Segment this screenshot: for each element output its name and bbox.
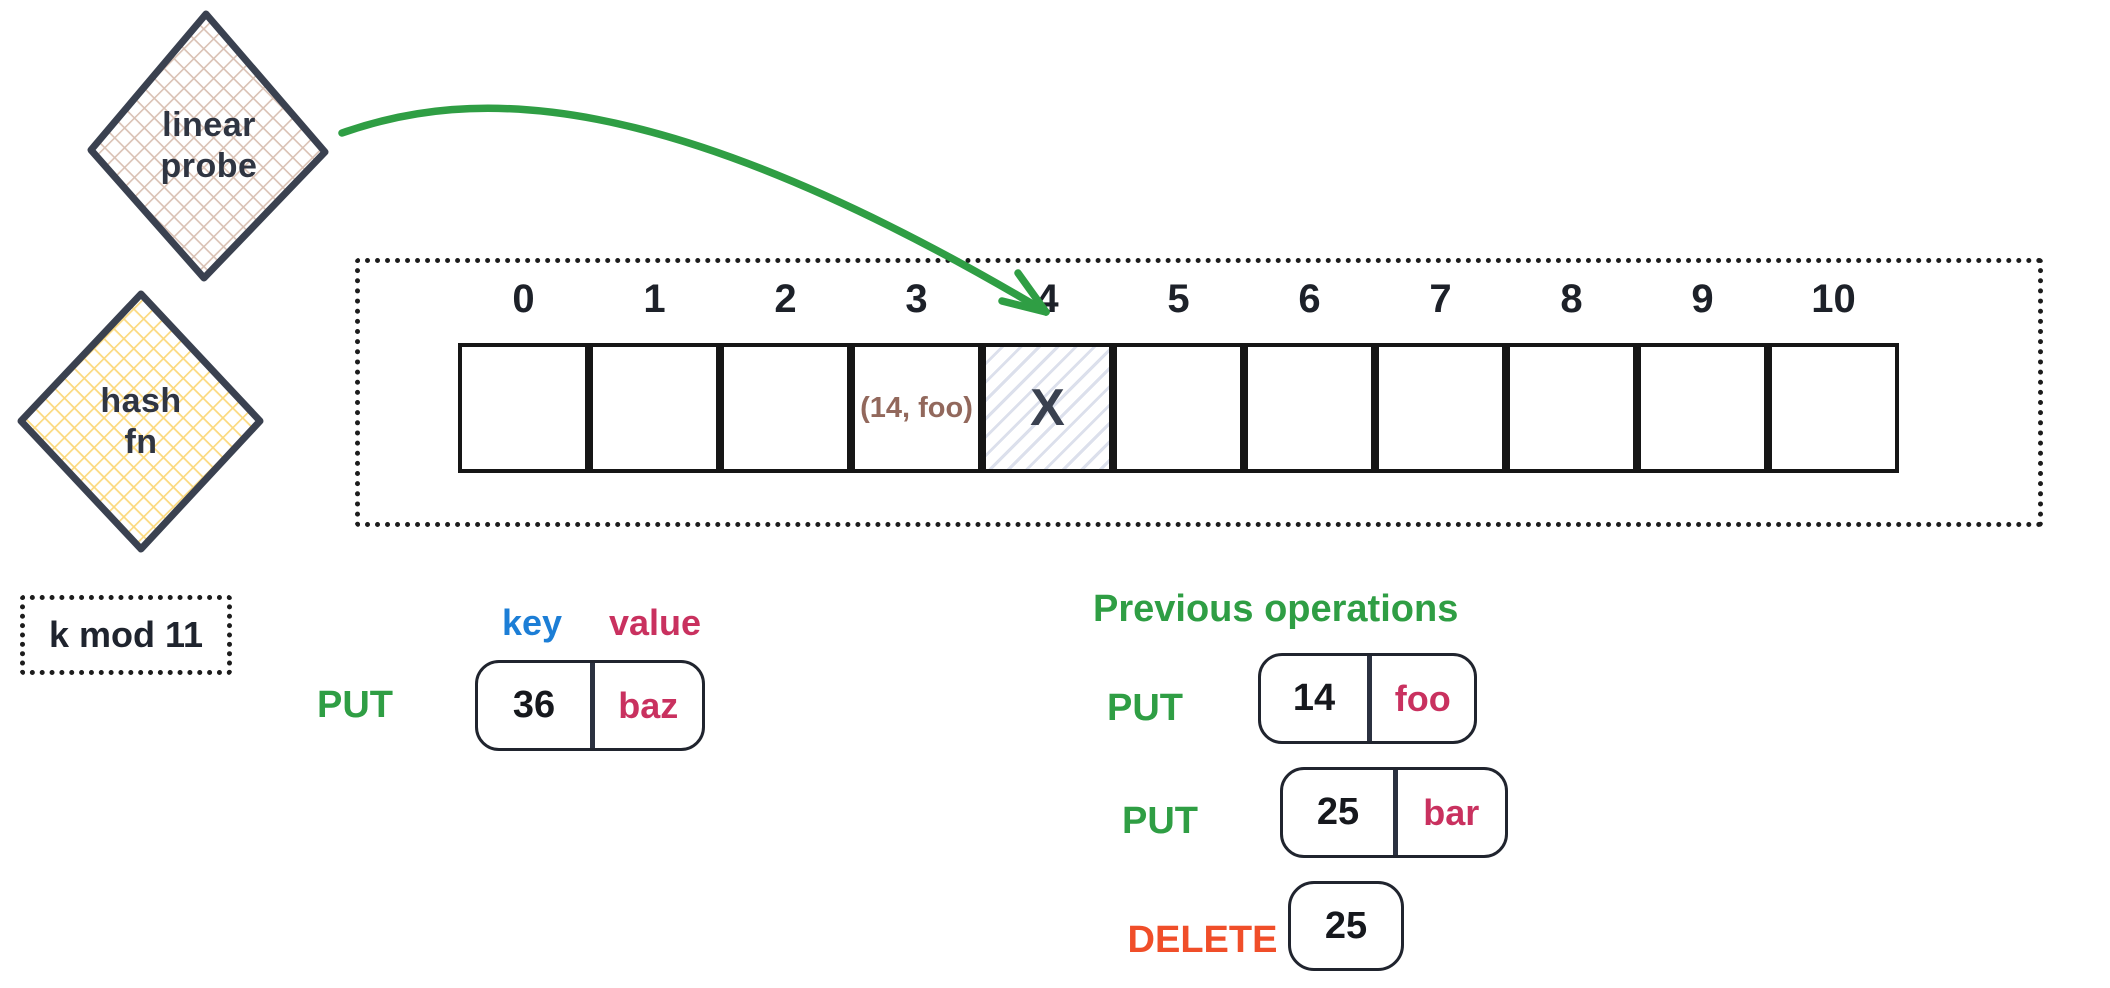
prev-op-0-verb: PUT — [1107, 686, 1183, 729]
table-cell-2 — [720, 343, 851, 473]
table-cell-3-entry: (14, foo) — [851, 343, 982, 473]
linear-probe-label: linear probe — [85, 8, 333, 284]
prev-op-2-verb: DELETE — [1127, 918, 1278, 961]
index-label-3: 3 — [905, 276, 928, 321]
hash-fn-label-line1: hash — [100, 381, 182, 420]
index-label-1: 1 — [643, 276, 666, 321]
index-label-2: 2 — [774, 276, 797, 321]
index-label-7: 7 — [1429, 276, 1452, 321]
index-label-6: 6 — [1298, 276, 1321, 321]
prev-op-1-key: 25 — [1316, 791, 1360, 833]
linear-probe-label-line2: probe — [160, 147, 258, 185]
prev-op-0-pill: 14 foo — [1258, 653, 1477, 744]
prev-op-1-value: bar — [1423, 791, 1480, 833]
current-op-verb: PUT — [317, 683, 393, 726]
hash-fn-diamond — [17, 290, 264, 553]
index-label-4: 4 — [1036, 276, 1059, 321]
table-cell-9 — [1637, 343, 1768, 473]
hash-table-container — [355, 258, 2043, 527]
value-column-label: value — [608, 602, 702, 643]
table-cell-5 — [1113, 343, 1244, 473]
current-op-key: 36 — [512, 684, 556, 726]
index-label-8: 8 — [1560, 276, 1583, 321]
prev-op-0-key: 14 — [1292, 677, 1336, 719]
index-label-9: 9 — [1691, 276, 1714, 321]
table-cell-4-tombstone: X — [982, 343, 1113, 473]
prev-op-2-key: 25 — [1324, 904, 1368, 947]
prev-op-0-value: foo — [1394, 677, 1451, 719]
hash-fn-label-line2: fn — [124, 423, 158, 461]
table-cell-1 — [589, 343, 720, 473]
prev-op-1-verb: PUT — [1122, 799, 1198, 842]
pill-divider — [590, 663, 595, 748]
table-cell-8 — [1506, 343, 1637, 473]
linear-probe-diamond — [87, 10, 329, 282]
index-label-10: 10 — [1811, 276, 1856, 321]
hash-formula-box: k mod 11 — [20, 595, 232, 675]
linear-probe-label-line1: linear — [162, 105, 256, 144]
table-cell-6 — [1244, 343, 1375, 473]
key-column-label: key — [501, 602, 563, 643]
pill-divider — [1367, 656, 1372, 741]
prev-op-1-pill: 25 bar — [1280, 767, 1508, 858]
current-op-pill: 36 baz — [475, 660, 705, 751]
previous-operations-title: Previous operations — [1093, 588, 1459, 630]
table-cell-10 — [1768, 343, 1899, 473]
index-label-5: 5 — [1167, 276, 1190, 321]
current-op-value: baz — [618, 684, 679, 726]
table-cell-0 — [458, 343, 589, 473]
prev-op-2-pill: 25 — [1288, 881, 1404, 971]
index-label-0: 0 — [512, 276, 535, 321]
pill-divider — [1393, 770, 1398, 855]
table-cell-7 — [1375, 343, 1506, 473]
hash-formula-text: k mod 11 — [48, 614, 204, 655]
hash-fn-label: hash fn — [15, 288, 267, 556]
